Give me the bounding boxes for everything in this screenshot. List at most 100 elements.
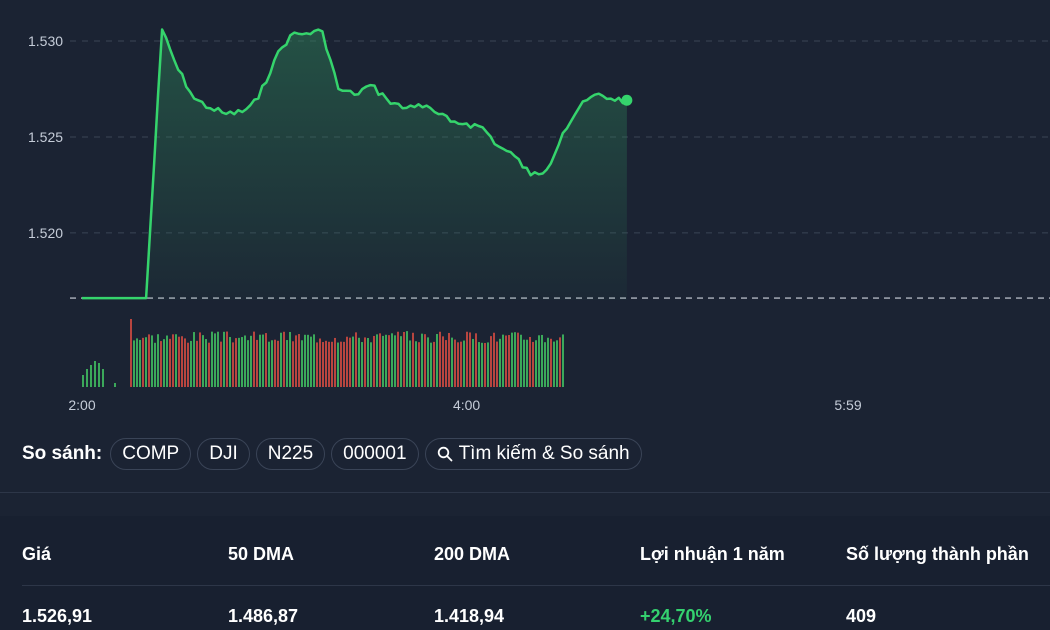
volume-bar	[373, 335, 375, 387]
stat-header-1y-return: Lợi nhuận 1 năm	[640, 544, 785, 564]
volume-bar	[436, 334, 438, 387]
volume-bar	[433, 341, 435, 387]
volume-bar	[385, 334, 387, 387]
volume-bar	[496, 341, 498, 387]
volume-bar	[343, 341, 345, 387]
volume-bar	[175, 334, 177, 387]
volume-bar	[178, 336, 180, 387]
volume-bar	[547, 337, 549, 387]
volume-bar	[319, 338, 321, 387]
y-tick-label: 1.520	[28, 225, 63, 241]
volume-bar	[559, 337, 561, 387]
volume-bar	[451, 337, 453, 387]
volume-bar	[403, 331, 405, 387]
compare-bar: So sánh: COMP DJI N225 000001 Tìm kiếm &…	[22, 436, 642, 472]
y-tick-label: 1.525	[28, 129, 63, 145]
volume-bar	[208, 342, 210, 387]
volume-bar	[160, 341, 162, 387]
volume-bar	[157, 334, 159, 387]
volume-bar	[286, 340, 288, 387]
volume-bar	[166, 335, 168, 387]
volume-bar	[355, 332, 357, 387]
volume-bar	[163, 339, 165, 387]
volume-bar	[241, 337, 243, 387]
volume-bar	[550, 338, 552, 387]
volume-bar	[379, 333, 381, 387]
volume-bar	[367, 338, 369, 387]
x-tick-label: 4:00	[453, 397, 480, 413]
volume-bar	[541, 334, 543, 387]
volume-bar	[184, 338, 186, 387]
volume-bar	[502, 334, 504, 387]
volume-bar	[511, 332, 513, 387]
last-price-dot	[621, 94, 633, 106]
search-compare-button[interactable]: Tìm kiếm & So sánh	[424, 438, 642, 470]
volume-bar	[235, 338, 237, 387]
volume-bar	[148, 334, 150, 387]
compare-chip-n225[interactable]: N225	[255, 438, 326, 470]
volume-bar	[268, 341, 270, 387]
volume-bar	[409, 340, 411, 387]
volume-bar	[478, 342, 480, 387]
volume-bar	[481, 342, 483, 387]
compare-chip-dji[interactable]: DJI	[197, 438, 250, 470]
volume-bar	[307, 334, 309, 387]
volume-bar	[526, 339, 528, 387]
volume-bar	[370, 342, 372, 387]
volume-bar	[265, 333, 267, 387]
volume-bar	[136, 338, 138, 387]
volume-bar	[199, 332, 201, 387]
volume-bar	[499, 338, 501, 387]
volume-bar	[259, 334, 261, 387]
volume-bar	[322, 342, 324, 387]
volume-bar	[169, 338, 171, 387]
volume-bar	[337, 342, 339, 387]
price-line	[82, 28, 628, 300]
volume-bar	[298, 334, 300, 387]
volume-bar	[238, 337, 240, 387]
volume-bar	[382, 335, 384, 387]
stat-value-price: 1.526,91	[22, 606, 93, 626]
volume-bar	[250, 335, 252, 387]
volume-bar	[223, 331, 225, 387]
volume-bar	[421, 333, 423, 387]
volume-bar	[349, 337, 351, 387]
volume-bar	[214, 333, 216, 387]
volume-bar	[418, 342, 420, 387]
volume-bar	[517, 332, 519, 387]
volume-bar	[454, 339, 456, 387]
volume-bar	[316, 342, 318, 387]
volume-bar	[154, 342, 156, 387]
volume-bar	[424, 334, 426, 387]
volume-bar	[340, 341, 342, 387]
stat-header-200dma: 200 DMA	[434, 544, 511, 564]
volume-bar	[334, 337, 336, 387]
volume-bar	[364, 337, 366, 387]
volume-bar	[232, 342, 234, 387]
volume-bar	[217, 331, 219, 387]
volume-bar	[472, 338, 474, 387]
volume-bar	[505, 335, 507, 387]
volume-bar	[397, 331, 399, 387]
volume-bar	[139, 339, 141, 387]
volume-bar	[253, 331, 255, 387]
volume-bar	[457, 342, 459, 387]
volume-bar	[229, 337, 231, 387]
volume-bar	[487, 342, 489, 387]
x-tick-label: 2:00	[68, 397, 95, 413]
search-compare-label: Tìm kiếm & So sánh	[458, 443, 630, 464]
volume-bar	[202, 335, 204, 387]
search-icon	[437, 446, 453, 462]
price-area	[146, 29, 627, 300]
volume-bar	[535, 340, 537, 387]
compare-chip-000001[interactable]: 000001	[331, 438, 419, 470]
volume-bar	[283, 331, 285, 387]
compare-chip-comp[interactable]: COMP	[110, 438, 192, 470]
volume-bar	[193, 332, 195, 387]
volume-bar	[226, 331, 228, 387]
volume-bar	[130, 319, 132, 387]
price-chart-svg[interactable]: 1.530 1.525 1.520 2:00 4:00 5:59	[0, 0, 1050, 420]
price-chart[interactable]: 1.530 1.525 1.520 2:00 4:00 5:59	[0, 0, 1050, 420]
volume-bar	[82, 375, 84, 387]
volume-bar	[346, 336, 348, 387]
